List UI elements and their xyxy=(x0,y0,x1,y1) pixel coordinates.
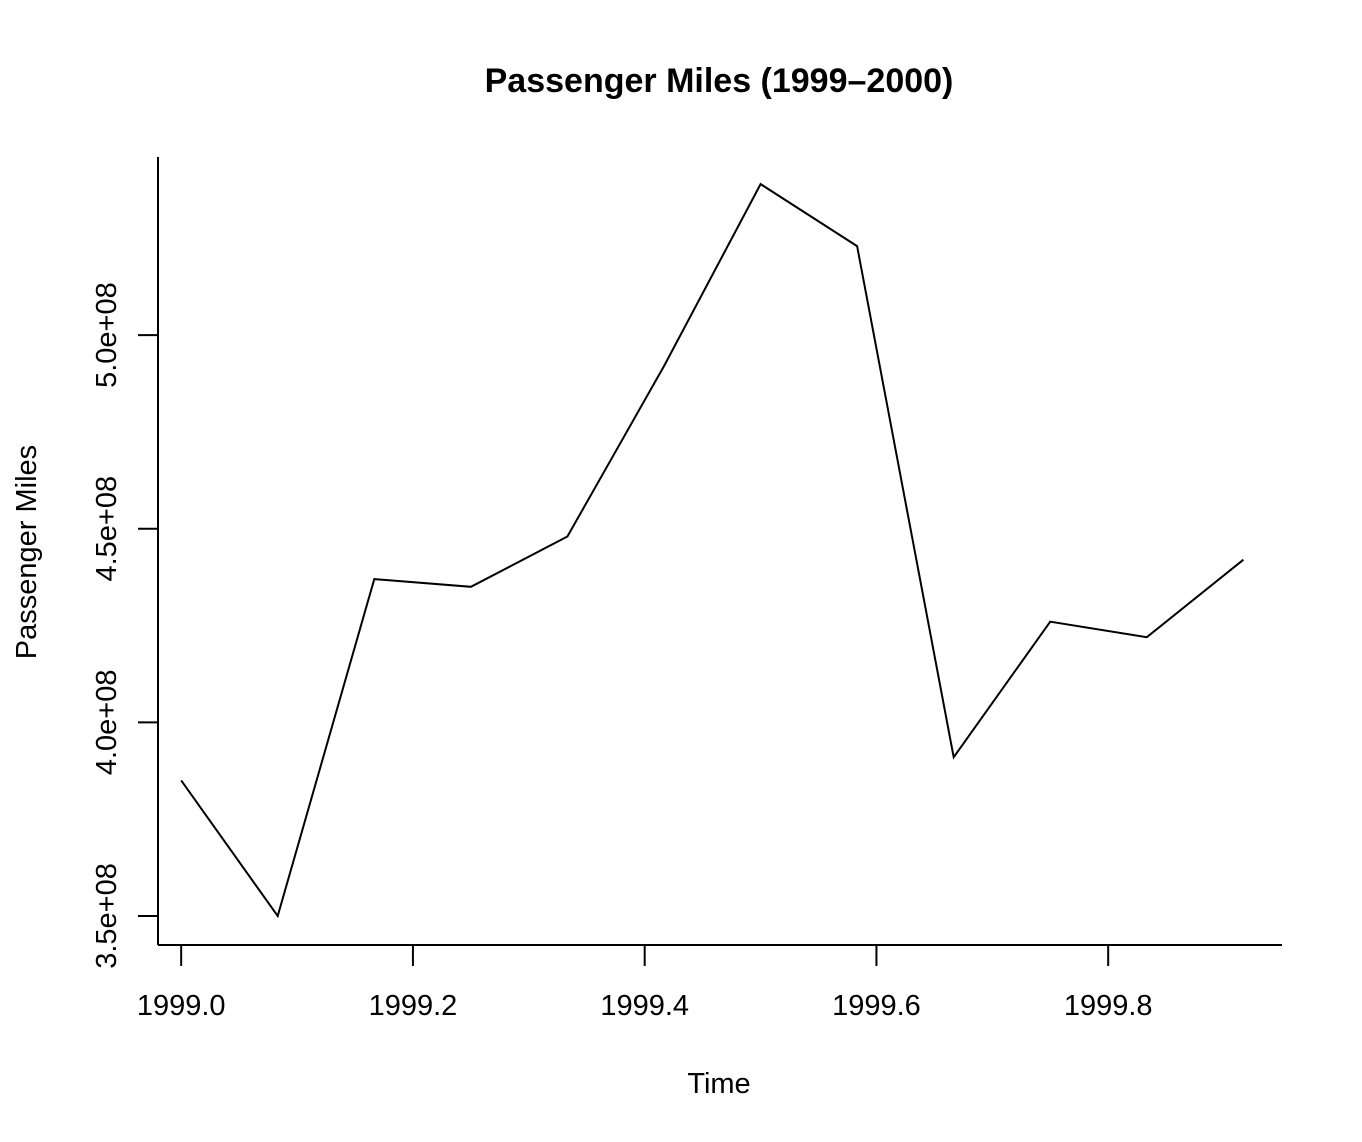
y-tick-label: 3.5e+08 xyxy=(91,863,123,969)
x-tick-label: 1999.0 xyxy=(137,990,226,1022)
y-axis-label: Passenger Miles xyxy=(11,445,43,659)
x-axis-label: Time xyxy=(687,1068,750,1100)
x-tick-label: 1999.2 xyxy=(369,990,458,1022)
y-tick-label: 4.0e+08 xyxy=(91,670,123,776)
y-axis-ticks: 3.5e+08 4.0e+08 4.5e+08 5.0e+08 xyxy=(91,282,158,969)
x-tick-label: 1999.4 xyxy=(600,990,689,1022)
series-line xyxy=(180,182,1245,919)
chart-title: Passenger Miles (1999–2000) xyxy=(485,62,954,100)
y-tick-label: 4.5e+08 xyxy=(91,476,123,582)
x-axis-ticks: 1999.0 1999.2 1999.4 1999.6 1999.8 xyxy=(137,945,1153,1022)
x-tick-label: 1999.8 xyxy=(1064,990,1153,1022)
x-tick-label: 1999.6 xyxy=(832,990,921,1022)
y-tick-label: 5.0e+08 xyxy=(91,282,123,388)
